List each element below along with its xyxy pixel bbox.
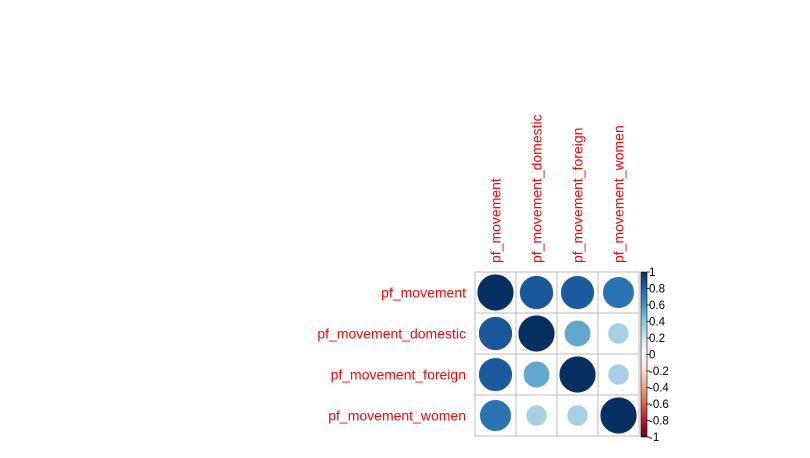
corr-circle-pf_movement_foreign-pf_movement [478, 357, 513, 392]
col-label-pf_movement_foreign: pf_movement_foreign [570, 128, 586, 263]
colorbar [640, 271, 648, 438]
grid-cell-3-1 [515, 394, 558, 437]
grid-cell-1-3 [597, 312, 640, 355]
corr-circle-pf_movement_women-pf_movement [479, 399, 512, 432]
corr-circle-pf_movement-pf_movement [476, 273, 515, 312]
colorbar-tick-label: 0 [649, 350, 655, 362]
col-label-pf_movement_women: pf_movement_women [611, 125, 627, 263]
row-label-pf_movement_domestic: pf_movement_domestic [317, 326, 466, 342]
colorbar-tick-label: -0.4 [649, 383, 669, 395]
colorbar-tick-label: -0.6 [649, 399, 669, 411]
colorbar-tick-label: 0.2 [649, 333, 665, 345]
row-label-pf_movement_foreign: pf_movement_foreign [331, 367, 466, 383]
col-label-pf_movement_domestic: pf_movement_domestic [529, 114, 545, 263]
row-label-pf_movement_women: pf_movement_women [328, 408, 466, 424]
corr-circle-pf_movement_domestic-pf_movement_foreign [563, 319, 592, 348]
row-label-pf_movement: pf_movement [381, 285, 466, 301]
corr-circle-pf_movement_women-pf_movement_foreign [566, 404, 589, 427]
colorbar-tick-label: 0.8 [649, 284, 665, 296]
col-label-pf_movement: pf_movement [488, 178, 504, 263]
corr-circle-pf_movement_domestic-pf_movement_domestic [517, 314, 556, 353]
corr-circle-pf_movement_women-pf_movement_domestic [525, 404, 548, 427]
colorbar-tick-label: 0.4 [649, 317, 666, 329]
corr-circle-pf_movement_women-pf_movement_women [599, 396, 638, 435]
colorbar-tick-label: 0.6 [649, 300, 665, 312]
colorbar-tick-label: -0.2 [649, 366, 669, 378]
corr-circle-pf_movement_foreign-pf_movement_foreign [558, 355, 597, 394]
corr-circle-pf_movement_domestic-pf_movement [478, 316, 513, 351]
colorbar-tick-label: 1 [649, 267, 655, 279]
corr-circle-pf_movement_domestic-pf_movement_women [607, 322, 630, 345]
colorbar-tick-label: -1 [649, 432, 659, 444]
corr-circle-pf_movement_foreign-pf_movement_domestic [522, 360, 551, 389]
corr-circle-pf_movement-pf_movement_women [602, 276, 635, 309]
corr-circle-pf_movement_foreign-pf_movement_women [607, 363, 630, 386]
corr-circle-pf_movement-pf_movement_foreign [560, 275, 595, 310]
corr-circle-pf_movement-pf_movement_domestic [519, 275, 554, 310]
colorbar-tick-label: -0.8 [649, 416, 669, 428]
